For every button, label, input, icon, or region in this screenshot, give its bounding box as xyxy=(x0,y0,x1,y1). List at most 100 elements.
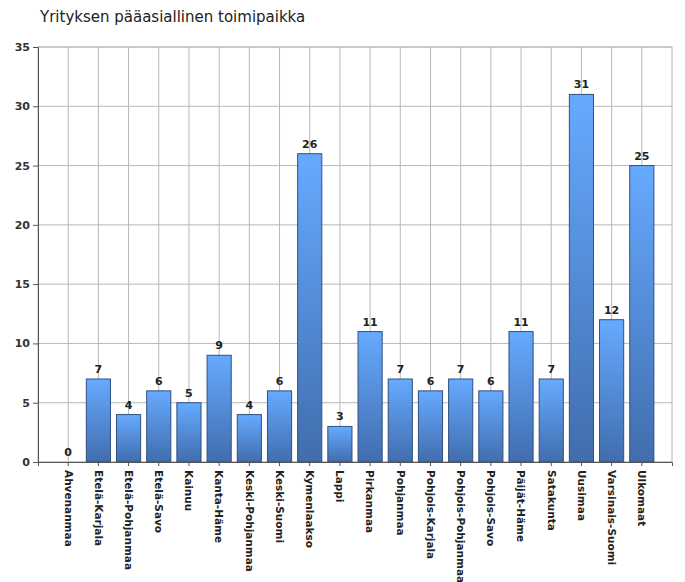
x-tick-mark xyxy=(611,462,612,466)
bar xyxy=(358,332,382,462)
plot: 0746594626311767611731122505101520253035… xyxy=(15,41,673,582)
x-tick-label: Uusimaa xyxy=(576,470,588,521)
x-tick-mark xyxy=(249,462,250,466)
bar xyxy=(237,415,261,462)
data-label: 6 xyxy=(276,375,284,388)
x-tick-label: Lappi xyxy=(334,470,346,502)
y-tick: 20 xyxy=(15,219,38,232)
x-tick: Etelä-Savo xyxy=(153,462,165,533)
plot-frame xyxy=(38,47,672,462)
x-axis-line xyxy=(39,463,673,467)
bar xyxy=(177,403,201,462)
data-label: 4 xyxy=(246,399,254,412)
x-tick-mark xyxy=(279,462,280,466)
data-label: 7 xyxy=(95,363,103,376)
data-label: 0 xyxy=(64,446,72,459)
x-tick-mark xyxy=(370,462,371,466)
grid-line-x xyxy=(339,47,340,462)
y-tick-label: 0 xyxy=(22,456,30,469)
x-tick-label: Kainuu xyxy=(183,470,195,511)
y-tick-label: 15 xyxy=(15,278,30,291)
x-tick-mark xyxy=(521,462,522,466)
x-tick-label: Varsinais-Suomi xyxy=(606,470,618,565)
x-tick-label: Etelä-Karjala xyxy=(93,470,105,546)
x-tick-label: Ahvenanmaa xyxy=(63,470,75,547)
data-label: 9 xyxy=(215,339,223,352)
y-tick: 35 xyxy=(15,41,38,54)
bar xyxy=(600,320,624,462)
data-labels: 07465946263117676117311225 xyxy=(64,78,649,459)
x-tick-mark xyxy=(68,462,69,466)
bar xyxy=(630,166,654,462)
bar xyxy=(569,94,593,462)
y-tick-mark xyxy=(33,106,38,107)
y-tick-mark xyxy=(33,462,38,463)
x-tick-label: Etelä-Pohjanmaa xyxy=(123,470,135,570)
bar xyxy=(116,415,140,462)
data-label: 6 xyxy=(155,375,163,388)
x-tick-mark xyxy=(581,462,582,466)
data-label: 25 xyxy=(634,150,649,163)
y-tick: 0 xyxy=(22,456,38,469)
x-tick-label: Pohjois-Karjala xyxy=(425,470,437,559)
data-label: 11 xyxy=(513,316,528,329)
x-tick-label: Satakunta xyxy=(546,470,558,531)
x-tick: Ulkomaat xyxy=(636,462,648,526)
bar xyxy=(388,379,412,462)
x-tick-label: Keski-Suomi xyxy=(274,470,286,543)
x-tick: Etelä-Karjala xyxy=(93,462,105,546)
bar xyxy=(418,391,442,462)
x-tick-mark xyxy=(158,462,159,466)
grid xyxy=(38,47,672,462)
x-tick: Päijät-Häme xyxy=(515,462,527,542)
data-label: 7 xyxy=(396,363,404,376)
y-tick-mark xyxy=(33,343,38,344)
x-tick-mark xyxy=(219,462,220,466)
x-tick-mark xyxy=(460,462,461,466)
x-tick-mark xyxy=(551,462,552,466)
bar xyxy=(449,379,473,462)
bar xyxy=(147,391,171,462)
data-label: 7 xyxy=(457,363,465,376)
x-tick-mark xyxy=(309,462,310,466)
x-tick-mark xyxy=(430,462,431,466)
x-tick: Varsinais-Suomi xyxy=(606,462,618,565)
bar xyxy=(298,154,322,462)
y-axis-line xyxy=(33,48,39,463)
data-label: 31 xyxy=(574,78,589,91)
y-tick-label: 5 xyxy=(22,397,30,410)
y-tick-label: 10 xyxy=(15,337,31,350)
y-tick-mark xyxy=(33,403,38,404)
x-tick: Pirkanmaa xyxy=(364,462,376,533)
x-tick-label: Kymenlaakso xyxy=(304,470,316,548)
x-tick-label: Pohjois-Pohjanmaa xyxy=(455,470,467,582)
y-tick: 10 xyxy=(15,337,38,350)
x-tick-label: Etelä-Savo xyxy=(153,470,165,533)
x-tick-label: Pirkanmaa xyxy=(364,470,376,533)
bar xyxy=(509,332,533,462)
x-tick: Pohjois-Karjala xyxy=(425,462,437,559)
y-tick: 25 xyxy=(15,160,38,173)
x-tick-label: Päijät-Häme xyxy=(515,470,527,542)
chart: Yrityksen pääasiallinen toimipaikka07465… xyxy=(0,0,685,582)
x-tick: Etelä-Pohjanmaa xyxy=(123,462,135,570)
x-tick: Pohjois-Pohjanmaa xyxy=(455,462,467,582)
x-tick-mark xyxy=(98,462,99,466)
x-tick: Lappi xyxy=(334,462,346,502)
x-tick: Ahvenanmaa xyxy=(63,462,75,547)
data-label: 26 xyxy=(302,138,318,151)
data-label: 3 xyxy=(336,410,344,423)
y-tick-label: 35 xyxy=(15,41,30,54)
bar xyxy=(267,391,291,462)
bar xyxy=(328,426,352,462)
bar xyxy=(479,391,503,462)
bar xyxy=(86,379,110,462)
x-tick-mark xyxy=(490,462,491,466)
x-tick-label: Ulkomaat xyxy=(636,470,648,526)
x-tick: Pohjanmaa xyxy=(395,462,407,536)
y-tick-label: 25 xyxy=(15,160,30,173)
bar xyxy=(207,355,231,462)
x-tick-label: Keski-Pohjanmaa xyxy=(244,470,256,572)
y-tick-mark xyxy=(33,47,38,48)
x-tick: Uusimaa xyxy=(576,462,588,521)
